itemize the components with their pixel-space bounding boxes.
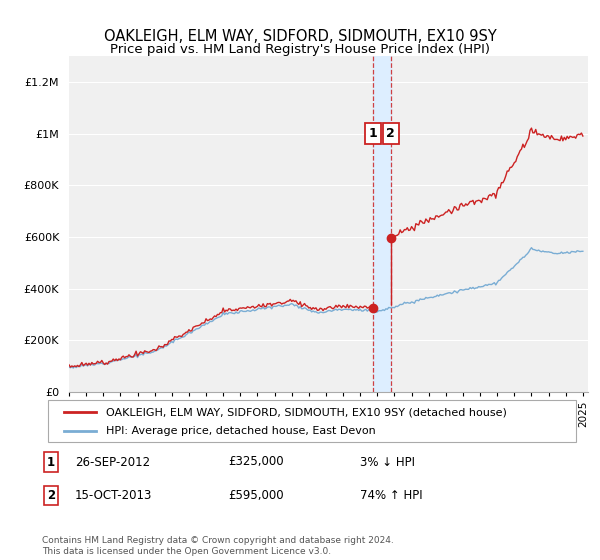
Text: 26-SEP-2012: 26-SEP-2012 [75, 455, 150, 469]
Text: 2: 2 [47, 489, 55, 502]
Text: 15-OCT-2013: 15-OCT-2013 [75, 489, 152, 502]
Text: Price paid vs. HM Land Registry's House Price Index (HPI): Price paid vs. HM Land Registry's House … [110, 43, 490, 56]
Text: 1: 1 [368, 127, 377, 140]
Text: 74% ↑ HPI: 74% ↑ HPI [360, 489, 422, 502]
Text: Contains HM Land Registry data © Crown copyright and database right 2024.
This d: Contains HM Land Registry data © Crown c… [42, 536, 394, 556]
Text: HPI: Average price, detached house, East Devon: HPI: Average price, detached house, East… [106, 426, 376, 436]
Text: £595,000: £595,000 [228, 489, 284, 502]
Bar [373, 56, 391, 392]
Text: £325,000: £325,000 [228, 455, 284, 469]
FancyBboxPatch shape [48, 400, 576, 442]
Text: OAKLEIGH, ELM WAY, SIDFORD, SIDMOUTH, EX10 9SY: OAKLEIGH, ELM WAY, SIDFORD, SIDMOUTH, EX… [104, 29, 496, 44]
Text: OAKLEIGH, ELM WAY, SIDFORD, SIDMOUTH, EX10 9SY (detached house): OAKLEIGH, ELM WAY, SIDFORD, SIDMOUTH, EX… [106, 407, 507, 417]
Text: 1: 1 [47, 455, 55, 469]
Text: 2: 2 [386, 127, 395, 140]
Text: 3% ↓ HPI: 3% ↓ HPI [360, 455, 415, 469]
